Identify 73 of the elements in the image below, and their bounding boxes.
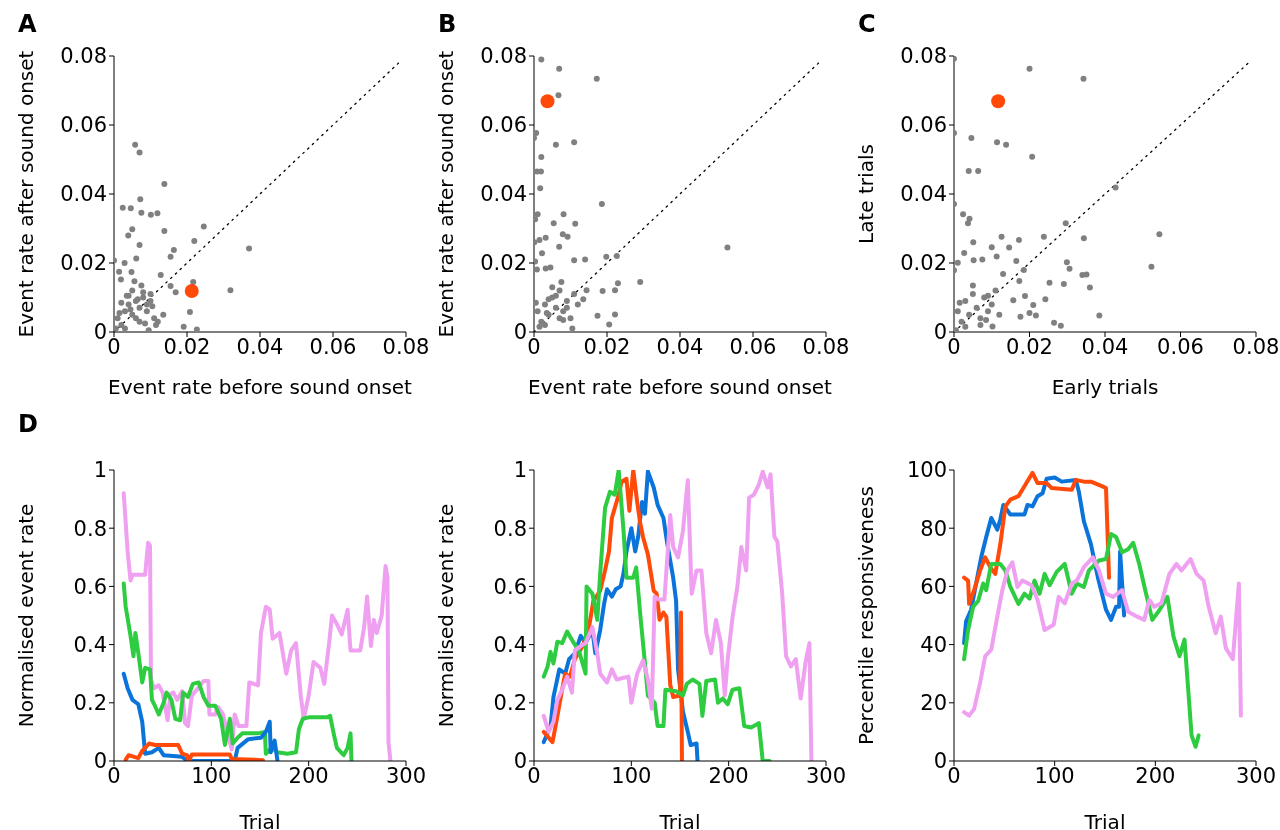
y-tick-label: 0.6 bbox=[73, 574, 107, 599]
x-tick-label: 0.06 bbox=[1157, 334, 1204, 359]
x-tick-label: 300 bbox=[385, 763, 427, 788]
y-tick-label: 80 bbox=[920, 516, 947, 541]
x-tick-label: 0.04 bbox=[236, 334, 284, 359]
x-tick-label: 0.06 bbox=[309, 334, 357, 359]
y-tick-label: 0.08 bbox=[900, 44, 947, 69]
x-tick-label: 300 bbox=[805, 763, 847, 788]
x-tick-label: 0.06 bbox=[729, 334, 777, 359]
y-tick-label: 0.08 bbox=[480, 44, 527, 69]
line-series bbox=[123, 741, 265, 761]
line-series bbox=[541, 470, 814, 761]
y-tick-label: 0.06 bbox=[60, 113, 107, 138]
chart-title: B bbox=[438, 10, 457, 38]
y-tick-label: 0.6 bbox=[493, 574, 527, 599]
x-tick-label: 100 bbox=[191, 763, 232, 788]
y-tick-label: 0.8 bbox=[73, 516, 107, 541]
y-tick-label: 0.06 bbox=[900, 113, 947, 138]
line-series bbox=[121, 581, 354, 761]
y-axis-title: Normalised event rate bbox=[14, 503, 39, 728]
y-tick-label: 100 bbox=[906, 458, 947, 483]
x-axis-title: Trial bbox=[658, 810, 701, 830]
x-tick-label: 0.02 bbox=[583, 334, 631, 359]
y-tick-label: 1 bbox=[513, 458, 527, 483]
x-tick-label: 200 bbox=[1135, 763, 1176, 788]
chart-title: D bbox=[18, 410, 38, 438]
line-series bbox=[541, 470, 772, 761]
y-tick-label: 0.4 bbox=[493, 633, 527, 658]
x-tick-label: 100 bbox=[611, 763, 652, 788]
x-axis-title: Event rate before sound onset bbox=[108, 375, 413, 399]
x-tick-label: 300 bbox=[1235, 763, 1277, 788]
y-axis-title: Late trials bbox=[854, 144, 879, 244]
x-tick-label: 0.02 bbox=[163, 334, 211, 359]
y-tick-label: 0.4 bbox=[73, 633, 107, 658]
line-series bbox=[962, 532, 1201, 749]
y-tick-label: 0.04 bbox=[60, 182, 107, 207]
y-tick-label: 0.08 bbox=[60, 44, 107, 69]
line-series bbox=[962, 470, 1112, 606]
x-axis-title: Event rate before sound onset bbox=[528, 375, 833, 399]
y-axis-title: Normalised event rate bbox=[434, 503, 459, 728]
x-tick-label: 200 bbox=[708, 763, 749, 788]
line-series bbox=[121, 671, 280, 761]
x-tick-label: 0.04 bbox=[656, 334, 704, 359]
y-axis-title: Event rate after sound onset bbox=[434, 50, 459, 338]
x-axis-title: Trial bbox=[238, 810, 281, 830]
x-tick-label: 0.02 bbox=[1006, 334, 1053, 359]
y-tick-label: 0.8 bbox=[493, 516, 527, 541]
x-tick-label: 0.04 bbox=[1081, 334, 1129, 359]
y-tick-label: 0.2 bbox=[493, 691, 527, 716]
y-axis-title: Percentile responsiveness bbox=[854, 485, 879, 746]
x-tick-label: 0.08 bbox=[382, 334, 430, 359]
x-axis-title: Trial bbox=[1083, 810, 1126, 830]
x-axis-title: Early trials bbox=[1051, 375, 1159, 399]
y-tick-label: 0.02 bbox=[480, 251, 527, 276]
y-tick-label: 0.02 bbox=[60, 251, 107, 276]
y-axis-title: Event rate after sound onset bbox=[14, 50, 39, 338]
y-tick-label: 0.02 bbox=[900, 251, 947, 276]
y-tick-label: 0.2 bbox=[73, 691, 107, 716]
line-series bbox=[962, 555, 1243, 718]
line-series bbox=[121, 491, 393, 761]
chart-title: A bbox=[18, 10, 37, 38]
y-tick-label: 1 bbox=[93, 458, 107, 483]
x-tick-label: 0.08 bbox=[802, 334, 850, 359]
y-tick-label: 20 bbox=[920, 691, 947, 716]
chart-title: C bbox=[858, 10, 876, 38]
y-tick-label: 40 bbox=[920, 633, 947, 658]
y-tick-label: 0.04 bbox=[900, 182, 947, 207]
y-tick-label: 0.06 bbox=[480, 113, 527, 138]
y-tick-label: 60 bbox=[920, 574, 947, 599]
x-tick-label: 0.08 bbox=[1232, 334, 1280, 359]
y-tick-label: 0.04 bbox=[480, 182, 527, 207]
x-tick-label: 200 bbox=[288, 763, 329, 788]
x-tick-label: 100 bbox=[1034, 763, 1075, 788]
